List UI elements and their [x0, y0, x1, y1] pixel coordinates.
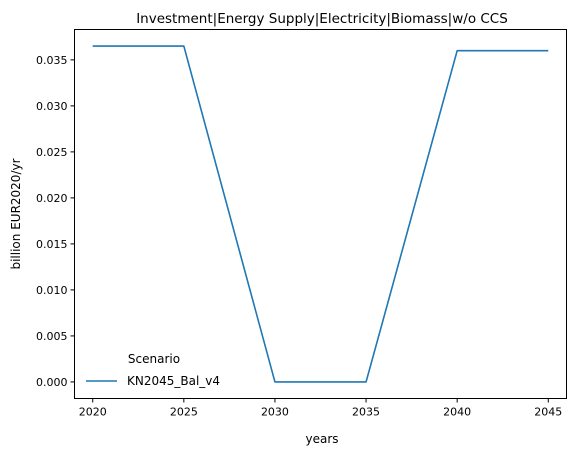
- x-axis-label: years: [305, 432, 338, 446]
- x-tick-label: 2035: [352, 406, 380, 419]
- legend-entry: KN2045_Bal_v4: [127, 374, 220, 388]
- series-line: [92, 45, 549, 383]
- x-tick-label: 2025: [170, 406, 198, 419]
- series-layer: [92, 45, 549, 383]
- legend-title: Scenario: [128, 352, 180, 366]
- legend: Scenario KN2045_Bal_v4: [86, 352, 220, 388]
- y-tick-label: 0.035: [36, 54, 68, 67]
- y-tick-label: 0.020: [36, 192, 68, 205]
- y-axis: 0.000 0.005 0.010 0.015 0.020 0.025 0.030 0.035: [36, 54, 75, 389]
- y-axis-label: billion EUR2020/yr: [9, 158, 23, 269]
- plot-area: [74, 29, 567, 399]
- y-tick-label: 0.010: [36, 284, 68, 297]
- y-tick-label: 0.030: [36, 100, 68, 113]
- x-tick-label: 2045: [534, 406, 562, 419]
- y-tick-label: 0.025: [36, 146, 68, 159]
- y-tick-label: 0.000: [36, 376, 68, 389]
- x-tick-label: 2030: [261, 406, 289, 419]
- x-tick-label: 2040: [443, 406, 471, 419]
- x-axis: 2020 2025 2030 2035 2040 2045: [79, 398, 562, 419]
- chart-title: Investment|Energy Supply|Electricity|Bio…: [136, 11, 508, 27]
- y-tick-label: 0.015: [36, 238, 68, 251]
- y-tick-label: 0.005: [36, 330, 68, 343]
- x-tick-label: 2020: [79, 406, 107, 419]
